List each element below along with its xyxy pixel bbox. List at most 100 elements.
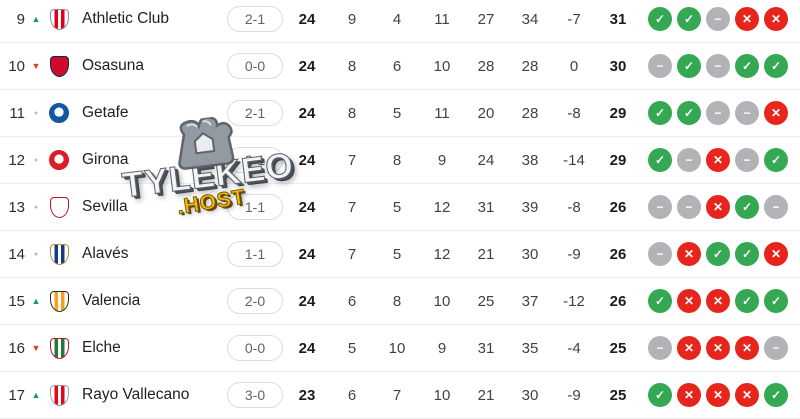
draw-icon[interactable]: − (735, 101, 759, 125)
goals-against-cell: 35 (521, 339, 539, 357)
win-icon[interactable]: ✓ (648, 101, 672, 125)
win-icon[interactable]: ✓ (648, 148, 672, 172)
draws-cell: 5 (392, 104, 402, 122)
win-icon[interactable]: ✓ (735, 54, 759, 78)
form-cell: − − ✕ ✓ − (640, 195, 800, 219)
last-match-score-badge[interactable]: 2-1 (227, 147, 283, 173)
position-number: 11 (9, 104, 25, 122)
table-row[interactable]: 10 ▼ Osasuna 0-0 24 8 6 10 28 28 0 30 − ✓… (0, 43, 800, 90)
loss-icon[interactable]: ✕ (764, 242, 788, 266)
win-icon[interactable]: ✓ (735, 242, 759, 266)
team-name[interactable]: Osasuna (82, 57, 145, 74)
form-cell: − ✓ − ✓ ✓ (640, 54, 800, 78)
position-number: 10 (8, 57, 25, 75)
last-match-score-badge[interactable]: 3-0 (227, 382, 283, 408)
table-row[interactable]: 13 ● Sevilla 1-1 24 7 5 12 31 39 -8 26 −… (0, 184, 800, 231)
win-icon[interactable]: ✓ (764, 148, 788, 172)
win-icon[interactable]: ✓ (735, 195, 759, 219)
wins-cell: 8 (347, 57, 357, 75)
loss-icon[interactable]: ✕ (735, 336, 759, 360)
draw-icon[interactable]: − (706, 54, 730, 78)
loss-icon[interactable]: ✕ (706, 289, 730, 313)
draw-icon[interactable]: − (735, 148, 759, 172)
loss-icon[interactable]: ✕ (764, 7, 788, 31)
losses-cell: 10 (433, 57, 451, 75)
win-icon[interactable]: ✓ (764, 383, 788, 407)
table-row[interactable]: 9 ▲ Athletic Club 2-1 24 9 4 11 27 34 -7… (0, 0, 800, 43)
loss-icon[interactable]: ✕ (735, 7, 759, 31)
table-row[interactable]: 15 ▲ Valencia 2-0 24 6 8 10 25 37 -12 26… (0, 278, 800, 325)
win-icon[interactable]: ✓ (677, 7, 701, 31)
win-icon[interactable]: ✓ (677, 54, 701, 78)
goals-against-cell: 28 (521, 104, 539, 122)
team-name[interactable]: Athletic Club (82, 10, 170, 27)
table-row[interactable]: 17 ▲ Rayo Vallecano 3-0 23 6 7 10 21 30 … (0, 372, 800, 419)
position-number: 13 (8, 198, 25, 216)
draw-icon[interactable]: − (648, 195, 672, 219)
team-name[interactable]: Sevilla (82, 198, 128, 215)
loss-icon[interactable]: ✕ (706, 336, 730, 360)
goal-diff-cell: -4 (567, 339, 581, 357)
win-icon[interactable]: ✓ (648, 7, 672, 31)
draw-icon[interactable]: − (648, 242, 672, 266)
draws-cell: 5 (392, 198, 402, 216)
win-icon[interactable]: ✓ (764, 289, 788, 313)
win-icon[interactable]: ✓ (677, 101, 701, 125)
loss-icon[interactable]: ✕ (706, 148, 730, 172)
last-match-score-badge[interactable]: 1-1 (227, 241, 283, 267)
draws-cell: 7 (392, 386, 402, 404)
win-icon[interactable]: ✓ (764, 54, 788, 78)
win-icon[interactable]: ✓ (735, 289, 759, 313)
last-match-score-badge[interactable]: 1-1 (227, 194, 283, 220)
team-name[interactable]: Rayo Vallecano (82, 386, 190, 403)
last-match-score-badge[interactable]: 0-0 (227, 335, 283, 361)
loss-icon[interactable]: ✕ (677, 336, 701, 360)
draws-cell: 8 (392, 292, 402, 310)
table-row[interactable]: 11 ● Getafe 2-1 24 8 5 11 20 28 -8 29 ✓ ✓… (0, 90, 800, 137)
draw-icon[interactable]: − (648, 336, 672, 360)
last-match-score-badge[interactable]: 2-0 (227, 288, 283, 314)
goals-for-cell: 31 (477, 339, 495, 357)
wins-cell: 5 (347, 339, 357, 357)
loss-icon[interactable]: ✕ (677, 383, 701, 407)
played-cell: 24 (298, 104, 316, 122)
points-cell: 29 (609, 151, 627, 169)
loss-icon[interactable]: ✕ (735, 383, 759, 407)
draw-icon[interactable]: − (764, 195, 788, 219)
table-row[interactable]: 14 ● Alavés 1-1 24 7 5 12 21 30 -9 26 − ✕… (0, 231, 800, 278)
draw-icon[interactable]: − (764, 336, 788, 360)
last-match-score-badge[interactable]: 0-0 (227, 53, 283, 79)
draw-icon[interactable]: − (706, 101, 730, 125)
loss-icon[interactable]: ✕ (677, 289, 701, 313)
draw-icon[interactable]: − (677, 195, 701, 219)
win-icon[interactable]: ✓ (648, 289, 672, 313)
table-row[interactable]: 12 ● Girona 2-1 24 7 8 9 24 38 -14 29 ✓ −… (0, 137, 800, 184)
played-cell: 24 (298, 151, 316, 169)
loss-icon[interactable]: ✕ (764, 101, 788, 125)
last-match-score-badge[interactable]: 2-1 (227, 6, 283, 32)
win-icon[interactable]: ✓ (648, 383, 672, 407)
win-icon[interactable]: ✓ (706, 242, 730, 266)
table-row[interactable]: 16 ▼ Elche 0-0 24 5 10 9 31 35 -4 25 − ✕ ✕… (0, 325, 800, 372)
goals-for-cell: 21 (477, 386, 495, 404)
team-name[interactable]: Alavés (82, 245, 129, 262)
losses-cell: 9 (437, 151, 447, 169)
team-crest (49, 103, 69, 123)
loss-icon[interactable]: ✕ (706, 195, 730, 219)
loss-icon[interactable]: ✕ (706, 383, 730, 407)
draw-icon[interactable]: − (648, 54, 672, 78)
team-name[interactable]: Girona (82, 151, 129, 168)
goals-for-cell: 25 (477, 292, 495, 310)
rank-same-icon: ● (33, 109, 39, 117)
draw-icon[interactable]: − (677, 148, 701, 172)
loss-icon[interactable]: ✕ (677, 242, 701, 266)
last-match-score-badge[interactable]: 2-1 (227, 100, 283, 126)
team-name[interactable]: Elche (82, 339, 121, 356)
team-name[interactable]: Valencia (82, 292, 141, 309)
draw-icon[interactable]: − (706, 7, 730, 31)
team-crest (49, 150, 69, 170)
team-name[interactable]: Getafe (82, 104, 129, 121)
points-cell: 25 (609, 339, 627, 357)
goals-against-cell: 34 (521, 10, 539, 28)
